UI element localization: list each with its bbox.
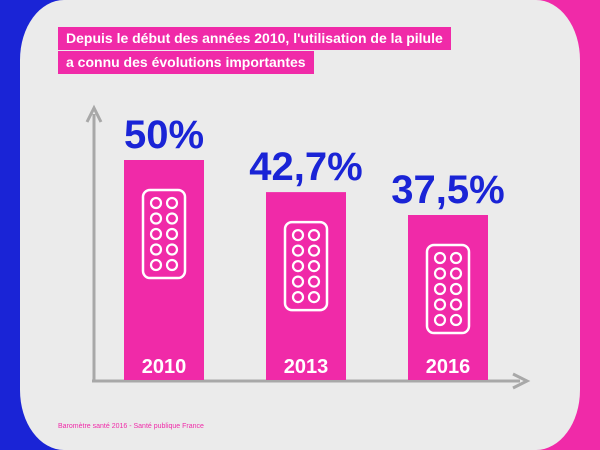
value-label-2010: 50% xyxy=(124,113,204,157)
source-note: Baromètre santé 2016 - Santé publique Fr… xyxy=(58,423,204,430)
pill-blister-icon xyxy=(283,220,329,312)
pill-blister-icon xyxy=(425,243,471,335)
title-line-2: a connu des évolutions importantes xyxy=(58,51,314,74)
x-axis-arrow xyxy=(512,372,531,390)
y-axis-arrow xyxy=(85,104,103,123)
bar-2010 xyxy=(124,160,204,380)
title-line-1: Depuis le début des années 2010, l'utili… xyxy=(58,27,451,50)
category-label-2013: 2013 xyxy=(284,356,329,378)
category-label-2010: 2010 xyxy=(142,356,187,378)
category-label-2016: 2016 xyxy=(426,356,471,378)
bar-2013 xyxy=(266,192,346,380)
value-label-2016: 37,5% xyxy=(391,168,504,212)
value-label-2013: 42,7% xyxy=(249,145,362,189)
pill-blister-icon xyxy=(141,188,187,280)
bar-2016 xyxy=(408,215,488,380)
